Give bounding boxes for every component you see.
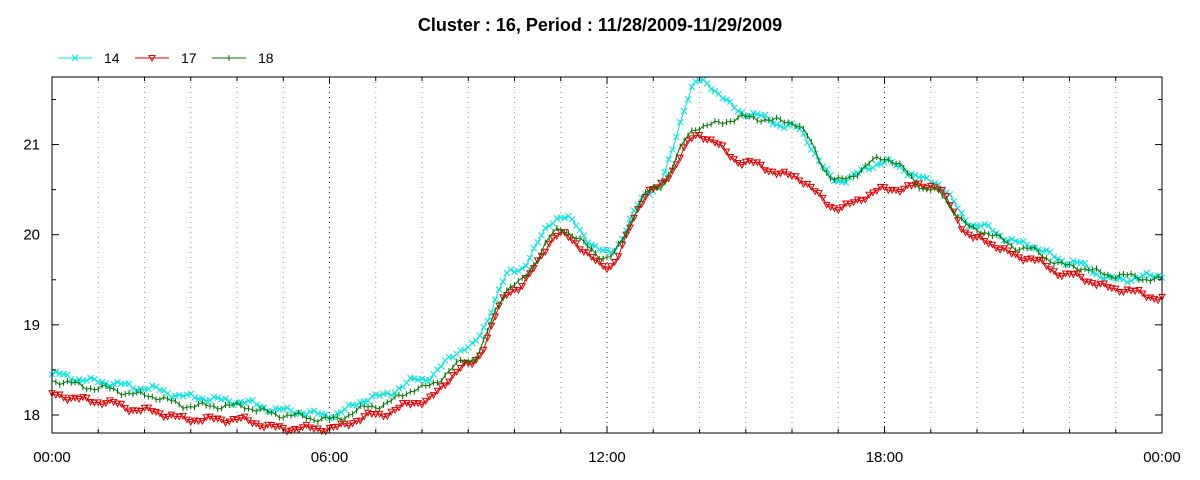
series-layer	[48, 76, 1166, 436]
x-tick-label: 18:00	[866, 449, 904, 466]
series-18	[51, 111, 1163, 425]
legend-label: 17	[181, 50, 197, 66]
legend: 14 17 18	[58, 50, 274, 66]
y-tick-label: 20	[23, 227, 40, 244]
y-tick-label: 21	[23, 137, 40, 154]
legend-label: 14	[104, 50, 120, 66]
legend-entry-18: 18	[212, 50, 274, 66]
series-line	[51, 134, 1163, 433]
x-tick-label: 12:00	[588, 449, 626, 466]
x-tick-label: 06:00	[311, 449, 349, 466]
x-tick-label: 00:00	[33, 449, 71, 466]
legend-label: 18	[258, 50, 274, 66]
y-tick-label: 18	[23, 407, 40, 424]
series-markers	[51, 111, 1163, 425]
legend-entry-17: 17	[135, 50, 197, 66]
series-line	[51, 114, 1163, 423]
axes: 00:00 06:00 12:00 18:00 00:00 18 19 20 21	[23, 77, 1181, 466]
legend-entry-14: 14	[58, 50, 120, 66]
y-tick-label: 19	[23, 317, 40, 334]
x-tick-label: 00:00	[1143, 449, 1181, 466]
chart-title: Cluster : 16, Period : 11/28/2009-11/29/…	[418, 15, 782, 35]
